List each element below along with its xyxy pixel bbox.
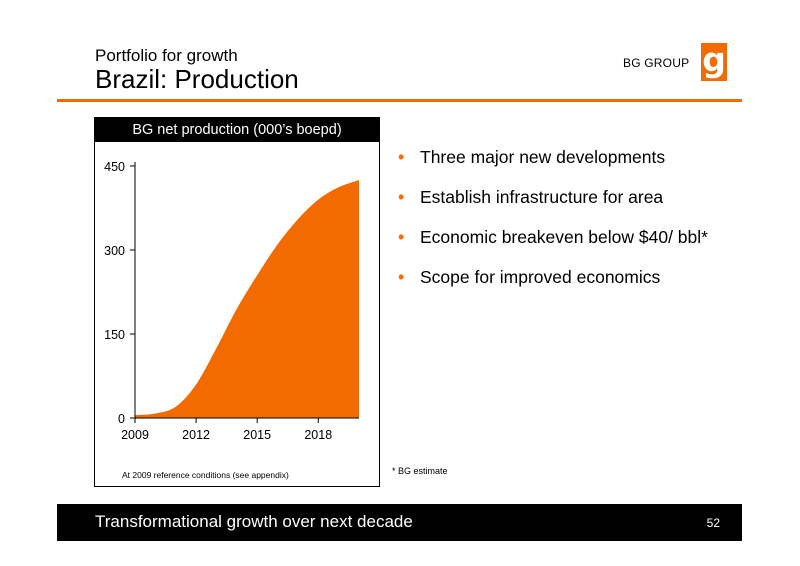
bullet-dot: • [398,187,405,207]
bullet-dot: • [398,147,405,167]
bullet-dot: • [398,227,405,247]
y-tick-label: 0 [118,412,125,426]
brand-text: BG GROUP [623,56,690,70]
bullet-text: Scope for improved economics [420,267,661,287]
x-tick-label: 2015 [243,428,271,442]
x-tick-label: 2018 [304,428,332,442]
slide-subtitle: Portfolio for growth [95,46,238,65]
x-tick-label: 2012 [182,428,210,442]
production-area [135,180,359,418]
bullet-item: • Three major new developments [398,145,708,185]
chart-note: At 2009 reference conditions (see append… [122,470,289,480]
production-chart: 0 150 300 450 2009 2012 2015 2018 [104,160,359,442]
bullet-text: Three major new developments [420,147,666,167]
slide-title: Brazil: Production [95,64,299,94]
title-rule [57,99,742,102]
chart-box: 0 150 300 450 2009 2012 2015 2018 BG net produc… [94,117,380,487]
y-tick-label: 450 [104,160,125,174]
y-tick-label: 150 [104,328,125,342]
bullet-item: • Establish infrastructure for area [398,185,708,225]
bullet-dot: • [398,267,405,287]
bullet-text: Establish infrastructure for area [420,187,664,207]
bullet-text: Economic breakeven below $40/ bbl* [420,227,708,247]
bullet-list: • Three major new developments • Establish… [398,145,708,305]
y-tick-label: 300 [104,244,125,258]
bullet-item: • Scope for improved economics [398,265,708,305]
footer-text: Transformational growth over next decade [95,512,413,531]
chart-header: BG net production (000’s boepd) [95,118,379,142]
bullet-item: • Economic breakeven below $40/ bbl* [398,225,708,265]
x-tick-label: 2009 [121,428,149,442]
footer-bar: Transformational growth over next decade… [57,504,742,541]
footnote: * BG estimate [392,466,448,476]
bg-logo-icon: g [701,40,727,81]
page-number: 52 [706,516,720,530]
logo-glyph: g [702,40,726,79]
